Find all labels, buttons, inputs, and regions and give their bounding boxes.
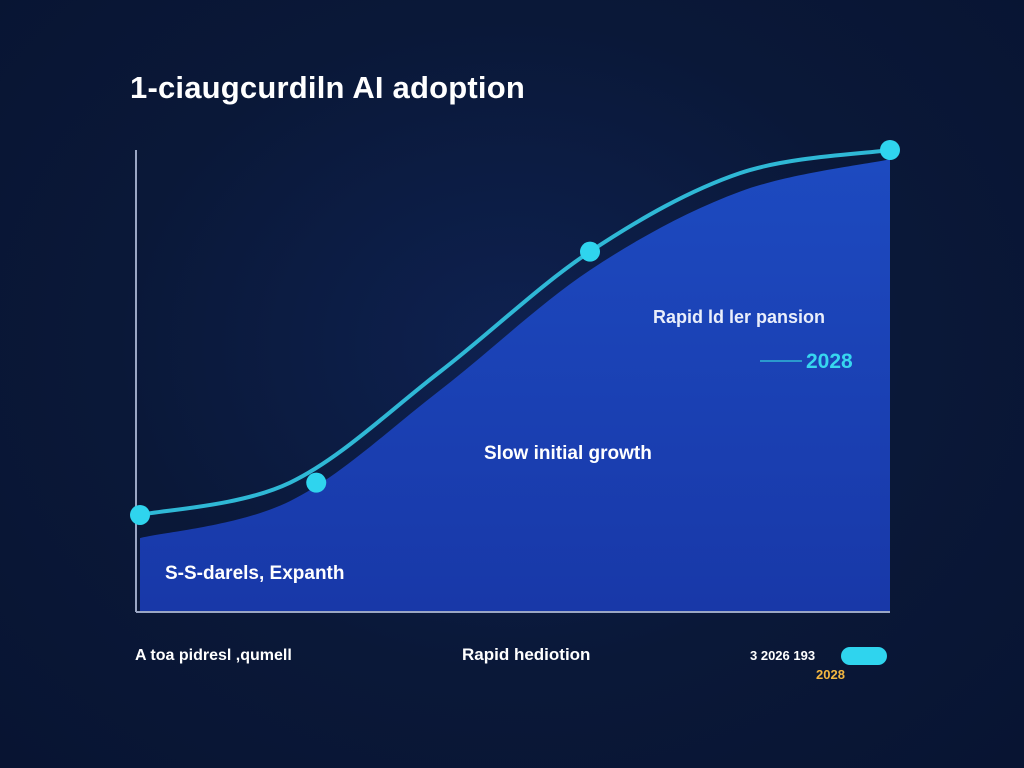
data-point-2 [306,472,327,493]
chart-title: 1-ciaugcurdiln AI adoption [130,70,526,105]
adoption-area [140,159,890,613]
slow-growth-label: Slow initial growth [484,443,652,464]
data-point-3 [580,241,600,262]
footer-middle-label: Rapid hediotion [462,645,591,664]
adoption-markers [130,140,900,525]
footer-right-label: 3 2026 193 [750,648,816,663]
adoption-curve-line [138,148,892,517]
data-point-1 [130,504,150,525]
footer-left-label: A toa pidresl ,qumell [135,647,292,664]
data-point-4 [880,140,900,160]
year-2028-label: 2028 [806,350,853,373]
rapid-expansion-label: Rapid ld ler pansion [653,307,826,327]
footer-right-year: 2028 [816,667,845,682]
s-curve-label: S-S-darels, Expanth [165,563,345,584]
legend-swatch [841,647,887,665]
